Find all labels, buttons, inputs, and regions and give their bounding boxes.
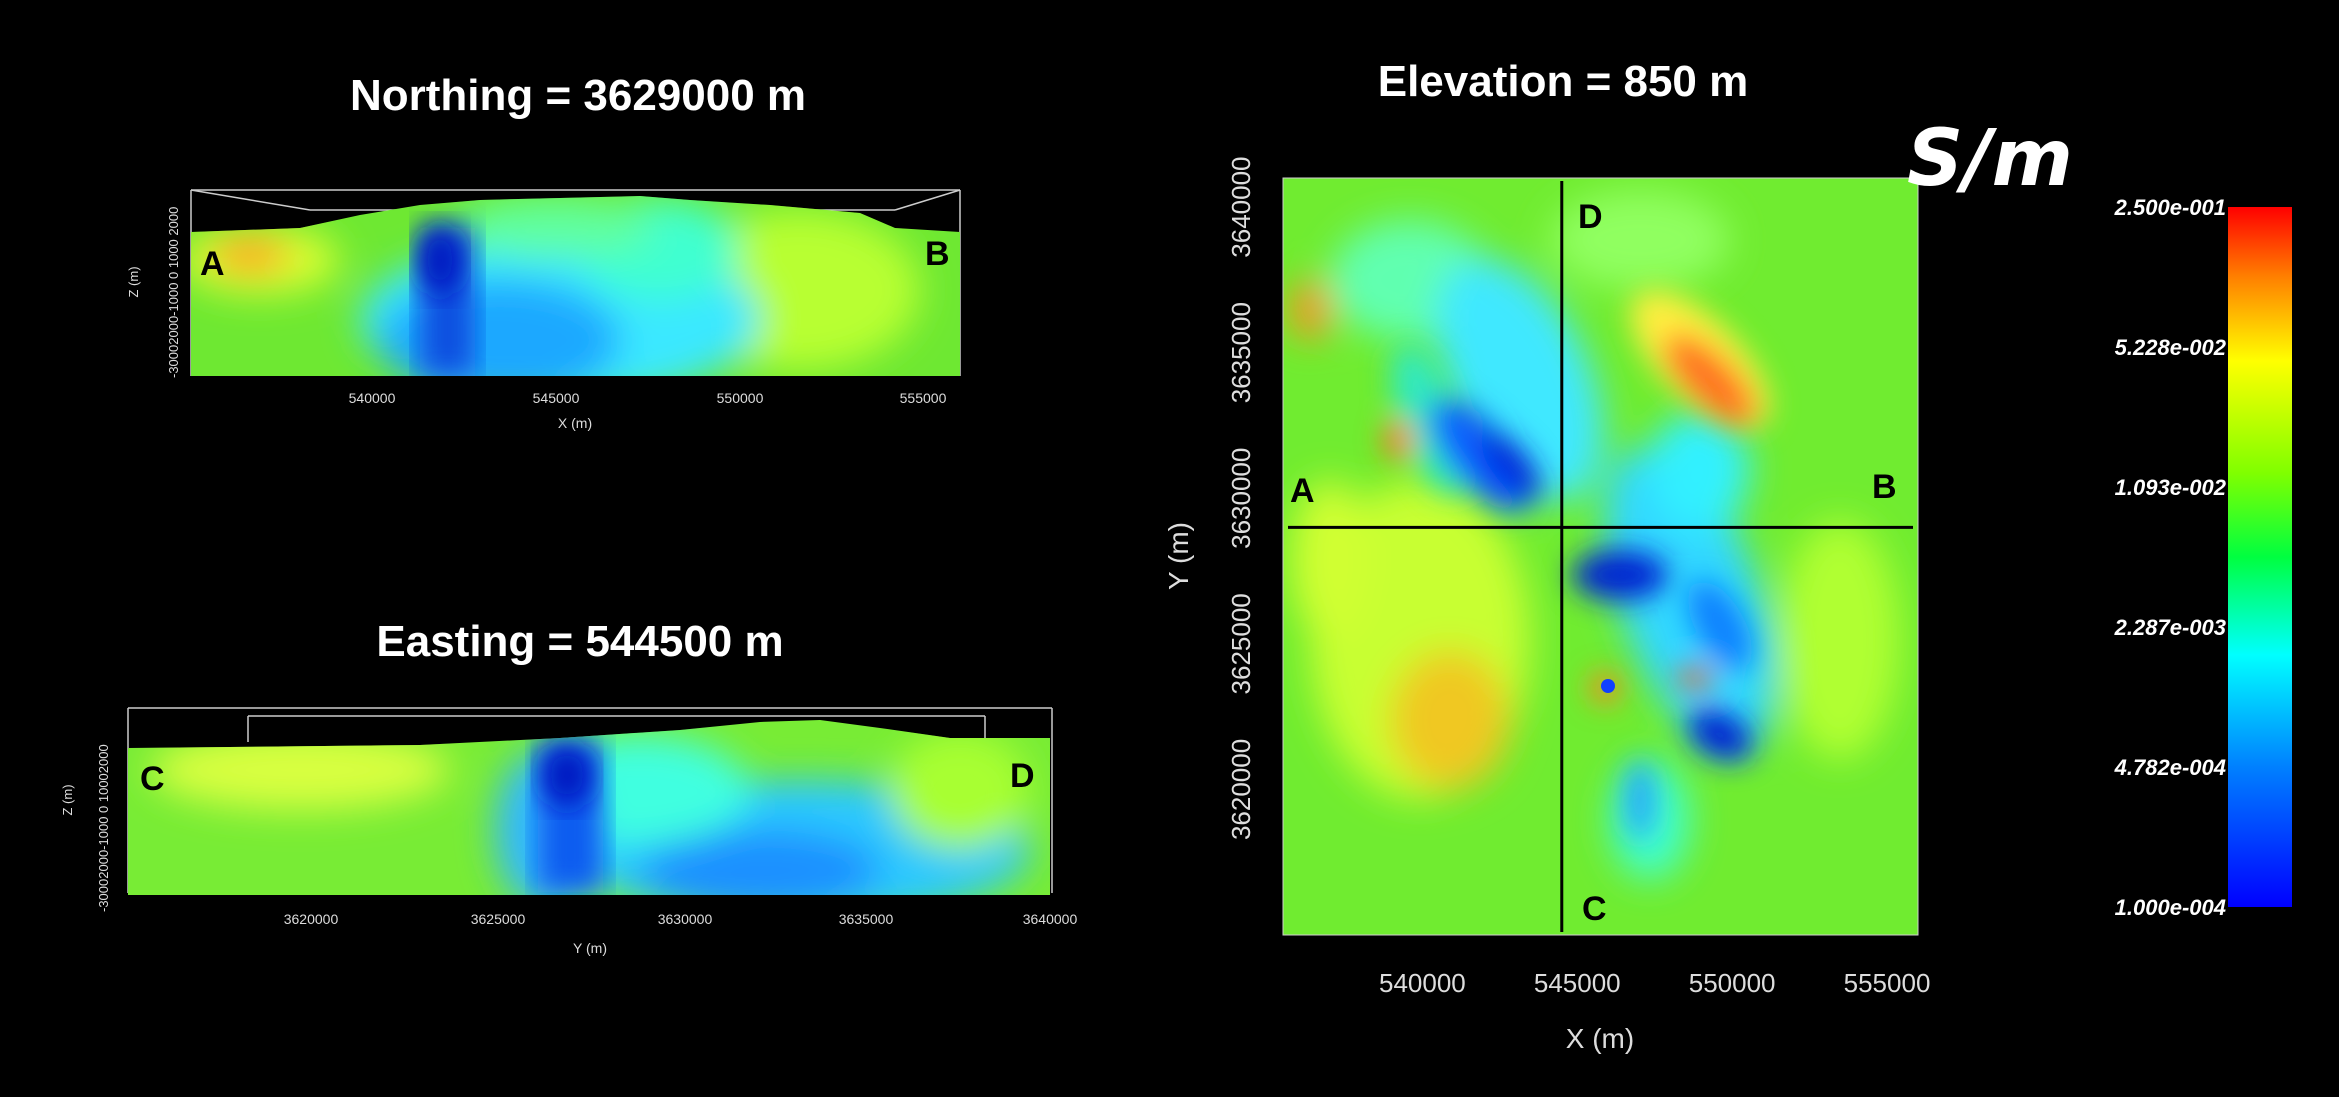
profile-label-b-right: B <box>925 235 950 273</box>
section-easting-image <box>128 720 1050 895</box>
colorbar-gradient <box>2228 207 2292 907</box>
colorbar: S/m 2.500e-001 5.228e-002 1.093e-002 2.287e… <box>1907 114 2292 920</box>
plan-elevation-xlabel: X (m) <box>1566 1023 1634 1054</box>
colorbar-ticks: 2.500e-001 5.228e-002 1.093e-002 2.287e-003… <box>2114 195 2227 920</box>
plan-elevation-image <box>1283 178 1918 935</box>
section-easting-xtick: 3635000 <box>839 911 894 927</box>
plan-elevation-border <box>1282 177 1919 936</box>
plan-elevation-yticks: 3620000 3625000 3630000 3635000 3640000 <box>1226 156 1256 840</box>
section-easting-xlabel: Y (m) <box>573 940 607 956</box>
colorbar-tick-label: 2.500e-001 <box>2114 195 2226 220</box>
section-easting-xtick: 3640000 <box>1023 911 1078 927</box>
profile-label-d-right: D <box>1010 757 1035 795</box>
plan-ytick: 3620000 <box>1226 739 1256 840</box>
section-northing-title: Northing = 3629000 m <box>350 71 806 120</box>
plan-elevation: Elevation = 850 m <box>1163 57 1930 1054</box>
colorbar-unit: S/m <box>1907 114 2073 204</box>
section-easting-ylabel: Z (m) <box>60 784 75 815</box>
colorbar-tick-label: 4.782e-004 <box>2114 755 2226 780</box>
plan-ytick: 3625000 <box>1226 593 1256 694</box>
plan-ytick: 3635000 <box>1226 302 1256 403</box>
colorbar-tick-label: 1.093e-002 <box>2115 475 2227 500</box>
section-northing-xtick: 540000 <box>349 390 396 406</box>
section-northing-image <box>191 196 960 376</box>
section-easting-xtick: 3620000 <box>284 911 339 927</box>
profile-label-a-left: A <box>200 245 225 283</box>
section-easting-xtick: 3625000 <box>471 911 526 927</box>
colorbar-tick-label: 1.000e-004 <box>2115 895 2226 920</box>
profile-label-c-left: C <box>140 760 165 798</box>
section-northing-xtick: 545000 <box>533 390 580 406</box>
plan-label-b: B <box>1872 468 1897 506</box>
section-northing-xtick: 550000 <box>717 390 764 406</box>
plan-elevation-title: Elevation = 850 m <box>1378 57 1749 106</box>
section-easting-frame <box>127 707 1053 893</box>
plan-xtick: 545000 <box>1534 968 1621 998</box>
plan-elevation-xticks: 540000 545000 550000 555000 <box>1379 968 1930 998</box>
plan-ytick: 3640000 <box>1226 156 1256 257</box>
plan-elevation-ylabel: Y (m) <box>1163 522 1194 590</box>
section-northing-ytick-labels: -30002000-1000 0 1000 2000 <box>166 207 181 378</box>
colorbar-tick-label: 2.287e-003 <box>2114 615 2226 640</box>
section-northing: Northing = 3629000 m A B <box>126 71 961 431</box>
plan-xtick: 555000 <box>1844 968 1931 998</box>
plan-label-c: C <box>1582 890 1607 928</box>
section-easting-xticks: 3620000 3625000 3630000 3635000 3640000 <box>284 911 1078 927</box>
section-northing-xlabel: X (m) <box>558 415 592 431</box>
plan-ytick: 3630000 <box>1226 448 1256 549</box>
section-northing-xticks: 540000 545000 550000 555000 <box>349 390 947 406</box>
plan-label-a: A <box>1290 472 1315 510</box>
section-easting-ytick-labels: -30002000-1000 0 10002000 <box>96 744 111 912</box>
colorbar-tick-label: 5.228e-002 <box>2115 335 2227 360</box>
section-easting: Easting = 544500 m C D -30002000-1000 <box>60 617 1077 956</box>
plan-xtick: 540000 <box>1379 968 1466 998</box>
plan-label-d: D <box>1578 198 1603 236</box>
plan-profile-lines <box>1288 181 1913 932</box>
section-easting-xtick: 3630000 <box>658 911 713 927</box>
plan-xtick: 550000 <box>1689 968 1776 998</box>
section-northing-xtick: 555000 <box>900 390 947 406</box>
section-easting-title: Easting = 544500 m <box>376 617 783 666</box>
section-northing-ylabel: Z (m) <box>126 266 141 297</box>
